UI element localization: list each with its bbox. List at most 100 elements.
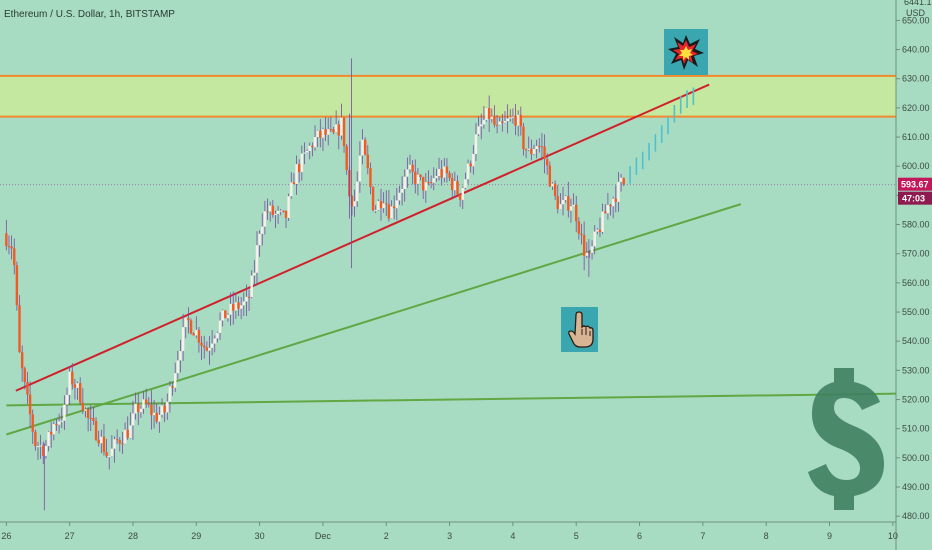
candle-body bbox=[263, 211, 267, 227]
candle-body bbox=[79, 383, 82, 403]
candle-body bbox=[271, 205, 275, 216]
candle-body bbox=[247, 296, 251, 298]
price-axis-top-value: 6441.19 bbox=[904, 0, 932, 7]
candle-body bbox=[334, 124, 338, 133]
candle-body bbox=[234, 302, 238, 311]
candle-body bbox=[36, 446, 40, 448]
candle-body bbox=[232, 303, 235, 311]
candle-body bbox=[588, 252, 591, 254]
candle-body bbox=[200, 342, 203, 346]
candle-body bbox=[28, 394, 32, 415]
candle-body bbox=[134, 403, 137, 414]
candle-body bbox=[487, 107, 491, 120]
candle-body bbox=[546, 159, 549, 166]
candle-body bbox=[197, 329, 201, 343]
candles bbox=[5, 58, 625, 511]
candle-body bbox=[593, 231, 596, 247]
candle-body bbox=[303, 152, 306, 154]
candle-body bbox=[137, 403, 140, 413]
candle-body bbox=[456, 181, 459, 195]
projection-bar bbox=[667, 116, 669, 135]
candle-body bbox=[445, 166, 449, 174]
projection-bar bbox=[692, 87, 695, 105]
candle-body bbox=[224, 310, 227, 319]
candle-body bbox=[556, 196, 559, 209]
candle-body bbox=[580, 233, 583, 236]
candle-body bbox=[42, 445, 45, 456]
candle-body bbox=[81, 402, 85, 411]
projection-candles bbox=[629, 87, 695, 184]
candle-body bbox=[432, 178, 435, 183]
y-tick-label: 570.00 bbox=[902, 249, 930, 259]
candle-body bbox=[606, 204, 610, 214]
y-tick-label: 480.00 bbox=[902, 511, 930, 521]
zone-fill bbox=[0, 75, 896, 117]
candle-body bbox=[121, 443, 124, 445]
candle-body bbox=[485, 107, 488, 121]
candle-body bbox=[316, 130, 319, 138]
candle-body bbox=[506, 118, 509, 122]
candle-body bbox=[551, 183, 554, 187]
candle-body bbox=[258, 233, 261, 246]
candle-body bbox=[52, 424, 56, 435]
candle-body bbox=[208, 347, 211, 351]
candle-body bbox=[543, 146, 546, 160]
candle-body bbox=[10, 246, 13, 249]
x-tick-label: 3 bbox=[447, 531, 452, 541]
candle-body bbox=[237, 302, 240, 309]
candle-body bbox=[324, 129, 327, 135]
candle-body bbox=[126, 429, 129, 438]
x-tick-label: 8 bbox=[764, 531, 769, 541]
candle-body bbox=[276, 210, 280, 214]
candle-body bbox=[319, 130, 322, 138]
candle-body bbox=[187, 317, 190, 321]
candle-body bbox=[538, 146, 541, 148]
candle-body bbox=[160, 405, 164, 415]
candle-body bbox=[327, 129, 330, 135]
candle-body bbox=[617, 181, 620, 202]
candle-body bbox=[110, 448, 114, 457]
candle-body bbox=[39, 445, 42, 447]
candle-body bbox=[524, 149, 528, 151]
candle-body bbox=[480, 124, 483, 127]
candle-body bbox=[129, 425, 132, 438]
candle-body bbox=[495, 124, 499, 126]
candle-body bbox=[226, 314, 230, 319]
candle-body bbox=[598, 229, 602, 233]
candle-body bbox=[604, 211, 607, 214]
candle-body bbox=[453, 181, 457, 191]
x-tick-label: 29 bbox=[191, 531, 201, 541]
pointing-hand-icon bbox=[561, 307, 598, 352]
candle-body bbox=[102, 436, 106, 453]
candle-body bbox=[282, 210, 285, 212]
y-tick-label: 510.00 bbox=[902, 424, 930, 434]
projection-bar bbox=[654, 134, 657, 152]
candle-body bbox=[342, 117, 346, 146]
candle-body bbox=[371, 187, 375, 211]
candle-body bbox=[585, 252, 588, 256]
candle-body bbox=[374, 210, 377, 212]
candle-body bbox=[118, 440, 121, 444]
candle-body bbox=[203, 345, 206, 348]
candle-body bbox=[345, 145, 348, 171]
candle-body bbox=[385, 203, 388, 205]
y-tick-label: 620.00 bbox=[902, 103, 930, 113]
projection-bar bbox=[686, 90, 688, 108]
candle-body bbox=[530, 148, 533, 155]
candle-body bbox=[469, 163, 472, 167]
candle-body bbox=[461, 187, 464, 200]
candle-body bbox=[292, 182, 296, 184]
candle-body bbox=[403, 176, 406, 190]
candle-body bbox=[31, 414, 34, 432]
candle-body bbox=[89, 417, 92, 419]
candle-body bbox=[390, 206, 393, 219]
candle-body bbox=[590, 246, 594, 253]
candle-body bbox=[582, 235, 586, 256]
candle-body bbox=[340, 117, 343, 136]
candle-body bbox=[113, 439, 116, 449]
candle-body bbox=[490, 116, 493, 120]
candle-body bbox=[144, 399, 148, 404]
candle-body bbox=[68, 371, 71, 395]
